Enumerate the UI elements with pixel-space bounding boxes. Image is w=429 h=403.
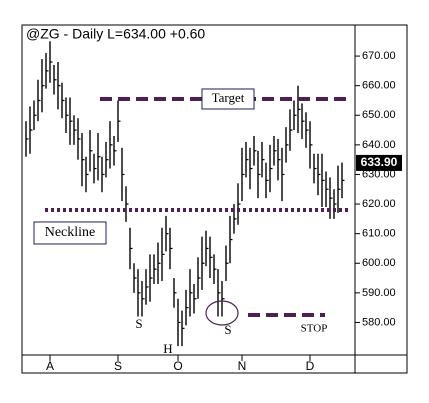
x-tick-label: O (173, 359, 182, 373)
chart-title: @ZG - Daily L=634.00 +0.60 (26, 26, 205, 42)
y-tick-label: 670.00 (362, 50, 396, 62)
x-tick-label: S (114, 359, 122, 373)
x-tick-label: N (238, 359, 247, 373)
annotation-label: STOP (301, 323, 328, 335)
x-tick-label: D (306, 359, 315, 373)
y-tick-label: 600.00 (362, 257, 396, 269)
annotation-label: Target (212, 90, 245, 105)
y-tick-label: 650.00 (362, 109, 396, 121)
frame (21, 24, 408, 374)
y-tick-label: 640.00 (362, 139, 396, 151)
y-tick-label: 580.00 (362, 316, 396, 328)
y-tick-label: 620.00 (362, 198, 396, 210)
pattern-label: H (163, 341, 172, 356)
pattern-label: S (224, 322, 231, 337)
y-tick-label: 660.00 (362, 80, 396, 92)
y-tick-label: 610.00 (362, 228, 396, 240)
label-box (33, 221, 107, 245)
label-box (201, 88, 255, 110)
x-tick-label: A (46, 359, 54, 373)
annotation-label: Neckline (45, 225, 96, 240)
pattern-label: S (135, 316, 142, 331)
highlight-circle (205, 300, 239, 326)
y-tick-label: 630.00 (362, 168, 396, 180)
last-price-label: 633.90 (361, 155, 398, 169)
last-price-box (356, 154, 402, 171)
y-tick-label: 590.00 (362, 287, 396, 299)
